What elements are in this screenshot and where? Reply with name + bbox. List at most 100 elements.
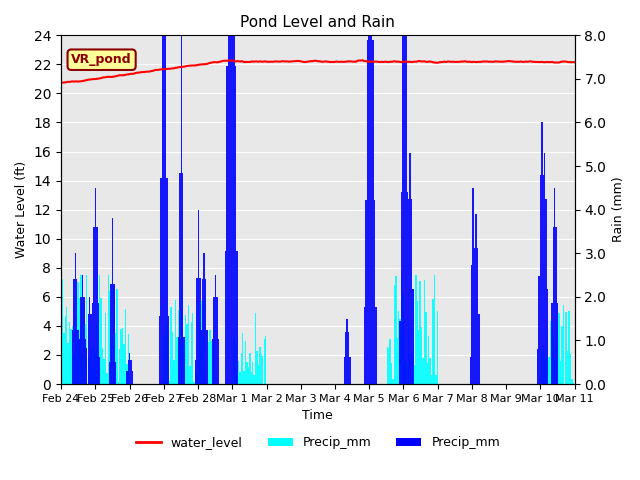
Bar (435, 375, 436, 384)
Bar (265, 336, 266, 384)
Bar (77, 330, 79, 384)
Bar (83, 301, 84, 384)
Bar (185, 315, 186, 384)
Bar (198, 210, 199, 384)
Bar (537, 348, 538, 384)
Bar (541, 351, 543, 384)
Bar (428, 336, 429, 384)
Bar (109, 361, 110, 384)
Bar (558, 313, 560, 384)
Bar (232, 0, 234, 384)
Bar (105, 313, 106, 384)
Bar (429, 358, 431, 384)
Bar (125, 309, 126, 384)
Bar (206, 330, 208, 384)
Bar (112, 218, 113, 384)
Bar (545, 199, 547, 384)
Bar (199, 322, 200, 384)
Bar (399, 321, 401, 384)
Bar (424, 280, 425, 384)
Bar (182, 172, 184, 384)
Bar (67, 343, 69, 384)
Bar (89, 297, 90, 384)
Bar (412, 351, 413, 384)
Bar (131, 360, 132, 384)
Bar (109, 291, 110, 384)
Bar (406, 382, 408, 384)
Bar (69, 322, 70, 384)
Bar (76, 279, 77, 384)
Bar (79, 298, 81, 384)
Bar (474, 248, 476, 384)
Bar (232, 377, 234, 384)
Bar (88, 356, 89, 384)
Bar (110, 284, 112, 384)
Bar (195, 372, 196, 384)
Bar (166, 178, 168, 384)
Bar (205, 279, 206, 384)
Bar (79, 339, 81, 384)
Bar (427, 363, 428, 384)
Bar (102, 348, 103, 384)
Bar (84, 339, 86, 384)
Bar (398, 311, 399, 384)
Bar (86, 348, 88, 384)
Bar (259, 347, 260, 384)
Bar (251, 372, 252, 384)
Bar (541, 122, 543, 384)
Bar (478, 314, 479, 384)
X-axis label: Time: Time (303, 409, 333, 422)
Bar (192, 313, 193, 384)
Bar (425, 312, 427, 384)
Bar (178, 310, 179, 384)
Bar (179, 172, 180, 384)
Bar (164, 0, 166, 384)
Bar (124, 344, 125, 384)
Bar (229, 0, 230, 384)
Bar (97, 303, 99, 384)
Bar (170, 307, 172, 384)
Bar (374, 200, 375, 384)
Bar (346, 319, 348, 384)
Bar (403, 293, 404, 384)
Bar (116, 289, 118, 384)
Bar (551, 303, 552, 384)
Bar (63, 333, 65, 384)
Bar (368, 0, 369, 384)
Bar (188, 305, 189, 384)
Bar (548, 357, 550, 384)
Bar (234, 0, 235, 384)
Bar (212, 373, 213, 384)
Bar (403, 11, 404, 384)
Bar (568, 311, 570, 384)
Bar (163, 337, 164, 384)
Bar (388, 348, 389, 384)
Bar (99, 358, 100, 384)
Bar (252, 362, 253, 384)
Bar (408, 323, 410, 384)
Bar (543, 346, 544, 384)
Bar (83, 297, 84, 384)
Bar (122, 328, 124, 384)
Bar (411, 376, 412, 384)
Bar (97, 318, 99, 384)
Bar (248, 367, 249, 384)
Bar (73, 355, 75, 384)
Bar (561, 326, 563, 384)
Bar (209, 330, 211, 384)
Bar (82, 355, 83, 384)
Bar (552, 337, 554, 384)
Bar (182, 295, 184, 384)
Bar (161, 178, 162, 384)
Bar (257, 350, 258, 384)
Bar (180, 36, 182, 384)
Bar (367, 40, 368, 384)
Bar (103, 359, 105, 384)
Bar (348, 332, 349, 384)
Bar (392, 379, 394, 384)
Bar (571, 380, 573, 384)
Bar (200, 301, 202, 384)
Bar (387, 347, 388, 384)
Bar (369, 0, 371, 384)
Bar (349, 357, 351, 384)
